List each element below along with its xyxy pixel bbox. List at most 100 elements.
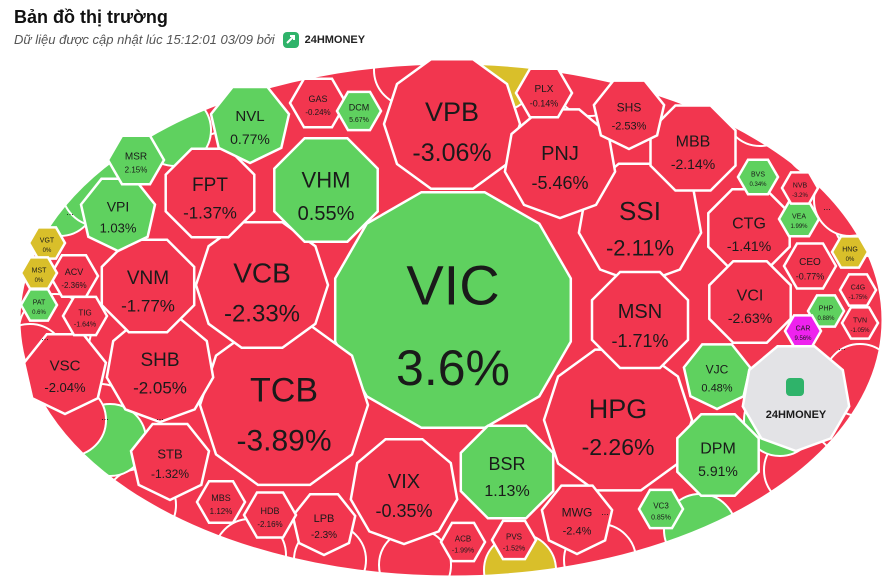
stock-cell-shape[interactable] — [830, 235, 870, 269]
stock-cell-shape[interactable] — [129, 422, 211, 502]
stock-symbol: VCB — [233, 258, 291, 289]
stock-cell-shape[interactable] — [198, 323, 370, 487]
stock-cell-mst[interactable]: MST 0% — [19, 256, 59, 290]
stock-cell-mbb[interactable]: MBB -2.14% — [649, 104, 737, 192]
stock-cell-tcb[interactable]: TCB -3.89% — [198, 323, 370, 487]
stock-cell-shape[interactable] — [335, 90, 383, 132]
stock-cell-hng[interactable]: HNG 0% — [830, 235, 870, 269]
stock-cell-vgt[interactable]: VGT 0% — [27, 226, 67, 260]
stock-cell-shape[interactable] — [273, 137, 379, 243]
stock-cell-shape[interactable] — [503, 108, 617, 220]
stock-cell-dpm[interactable]: DPM 5.91% — [676, 413, 760, 497]
stock-cell-shape[interactable] — [708, 260, 792, 344]
stock-cell-mbs[interactable]: MBS 1.12% — [195, 479, 247, 525]
stock-cell-acv[interactable]: ACV -2.36% — [48, 253, 100, 299]
stock-cell-gas[interactable]: GAS -0.24% — [288, 77, 348, 129]
stock-cell-fpt[interactable]: FPT -1.37% — [164, 147, 256, 239]
stock-cell-tig[interactable]: TIG -1.64% — [61, 295, 109, 337]
stock-cell-shape[interactable] — [676, 413, 760, 497]
stock-cell-shape[interactable] — [164, 147, 256, 239]
stock-cell-ceo[interactable]: CEO -0.77% — [782, 242, 838, 290]
stock-symbol: VSC — [50, 358, 81, 375]
stock-cell-shape[interactable] — [61, 295, 109, 337]
stock-cell-pnj[interactable]: PNJ -5.46% — [503, 108, 617, 220]
stock-cell-shape[interactable] — [514, 67, 574, 119]
stock-cell-vpb[interactable]: VPB -3.06% — [382, 58, 522, 190]
stock-change: 0.85% — [651, 515, 671, 522]
stock-cell-c4g[interactable]: C4G -1.75% — [838, 273, 878, 307]
stock-cell-vea[interactable]: VEA 1.99% — [777, 200, 821, 238]
stock-cell-shape[interactable] — [592, 79, 666, 151]
stock-cell-shape[interactable] — [22, 332, 108, 416]
stock-cell-shape[interactable] — [242, 491, 298, 539]
stock-cell-shape[interactable] — [106, 134, 166, 186]
stock-cell-shape[interactable] — [48, 253, 100, 299]
stock-cell-vcb[interactable]: VCB -2.33% — [194, 220, 330, 350]
stock-cell-hdb[interactable]: HDB -2.16% — [242, 491, 298, 539]
stock-cell-ctg[interactable]: CTG -1.41% — [707, 188, 791, 272]
stock-change: -2.3% — [311, 530, 337, 541]
stock-cell-shape[interactable] — [382, 58, 522, 190]
stock-symbol: MSR — [125, 151, 147, 162]
stock-cell-acb[interactable]: ACB -1.99% — [439, 521, 487, 563]
stock-cell-shape[interactable] — [736, 158, 780, 196]
stock-cell-shape[interactable] — [19, 288, 59, 322]
stock-cell-bsr[interactable]: BSR 1.13% — [459, 424, 555, 520]
stock-cell-car[interactable]: CAR 9.56% — [783, 314, 823, 348]
more-cells-label: ... — [66, 207, 74, 217]
stock-cell-shape[interactable] — [195, 479, 247, 525]
stock-symbol: C4G — [851, 284, 865, 291]
stock-cell-shape[interactable] — [79, 177, 157, 253]
stock-cell-vix[interactable]: VIX -0.35% — [349, 438, 459, 546]
stock-cell-shape[interactable] — [637, 488, 685, 530]
stock-cell-shape[interactable] — [439, 521, 487, 563]
stock-cell-shape[interactable] — [840, 306, 880, 340]
stock-cell-tvn[interactable]: TVN -1.05% — [840, 306, 880, 340]
stock-cell-pvs[interactable]: PVS -1.52% — [490, 519, 538, 561]
stock-cell-mwg[interactable]: MWG -2.4% — [540, 484, 614, 556]
stock-cell-vci[interactable]: VCI -2.63% — [708, 260, 792, 344]
stock-cell-hpg[interactable]: HPG -2.26% — [542, 348, 694, 492]
stock-symbol: GAS — [308, 94, 327, 104]
stock-change: 5.91% — [698, 463, 738, 479]
stock-symbol: MBS — [211, 493, 231, 503]
stock-cell-shape[interactable] — [459, 424, 555, 520]
stock-cell-plx[interactable]: PLX -0.14% — [514, 67, 574, 119]
stock-cell-ssi[interactable]: SSI -2.11% — [577, 162, 703, 286]
stock-cell-vsc[interactable]: VSC -2.04% — [22, 332, 108, 416]
stock-change: 5.67% — [349, 117, 369, 124]
stock-cell-shs[interactable]: SHS -2.53% — [592, 79, 666, 151]
stock-cell-bvs[interactable]: BVS 0.34% — [736, 158, 780, 196]
stock-cell-shape[interactable] — [490, 519, 538, 561]
stock-cell-lpb[interactable]: LPB -2.3% — [291, 492, 357, 557]
stock-cell-shape[interactable] — [590, 270, 690, 370]
stock-cell-vc3[interactable]: VC3 0.85% — [637, 488, 685, 530]
stock-cell-vnm[interactable]: VNM -1.77% — [100, 238, 196, 334]
stock-symbol: BSR — [488, 454, 525, 474]
stock-change: -0.77% — [796, 272, 825, 282]
stock-cell-nvl[interactable]: NVL 0.77% — [209, 85, 291, 165]
stock-cell-vhm[interactable]: VHM 0.55% — [273, 137, 379, 243]
stock-change: -0.35% — [375, 501, 432, 521]
stock-cell-msr[interactable]: MSR 2.15% — [106, 134, 166, 186]
stock-cell-shape[interactable] — [349, 438, 459, 546]
stock-change: 1.99% — [790, 224, 808, 230]
stock-change: -1.71% — [611, 331, 668, 351]
stock-cell-shape[interactable] — [209, 85, 291, 165]
stock-change: -1.77% — [121, 297, 175, 316]
stock-cell-shape[interactable] — [540, 484, 614, 556]
stock-cell-shape[interactable] — [780, 171, 820, 205]
brand-link[interactable]: 24HMONEY — [281, 30, 365, 50]
stock-cell-shape[interactable] — [782, 242, 838, 290]
stock-cell-msn[interactable]: MSN -1.71% — [590, 270, 690, 370]
stock-cell-shape[interactable] — [838, 273, 878, 307]
stock-cell-pat[interactable]: PAT 0.6% — [19, 288, 59, 322]
stock-cell-stb[interactable]: STB -1.32% — [129, 422, 211, 502]
stock-cell-shape[interactable] — [649, 104, 737, 192]
stock-cell-dcm[interactable]: DCM 5.67% — [335, 90, 383, 132]
stock-cell-vpi[interactable]: VPI 1.03% — [79, 177, 157, 253]
stock-cell-shape[interactable] — [291, 492, 357, 557]
stock-cell-nvb[interactable]: NVB -3.2% — [780, 171, 820, 205]
stock-cell-vic[interactable]: VIC 3.6% — [333, 190, 573, 430]
stock-symbol: VIC — [406, 253, 499, 316]
